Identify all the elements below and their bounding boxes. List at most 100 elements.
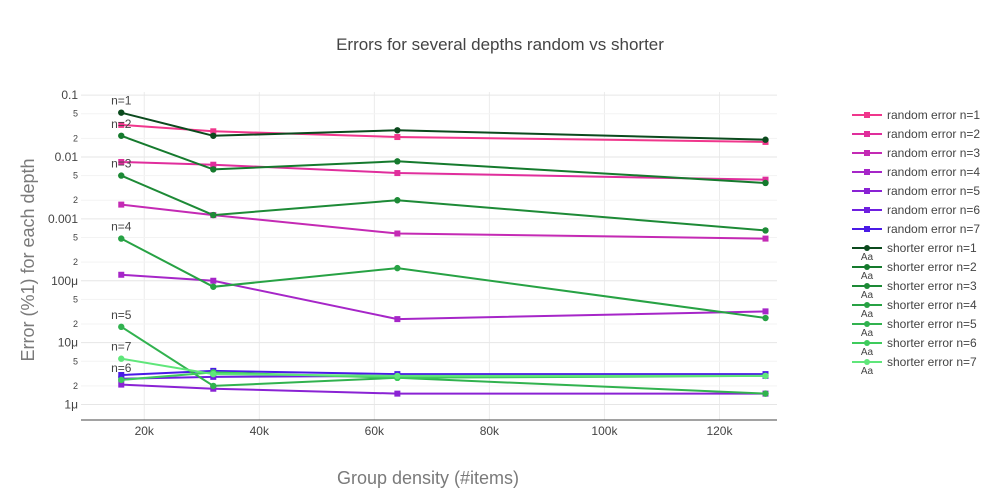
legend-item[interactable]: Aa shorter error n=7 bbox=[852, 355, 977, 377]
y-minor-tick-label: 2 bbox=[73, 381, 78, 391]
data-point-square bbox=[118, 381, 125, 388]
legend-item[interactable]: random error n=5 bbox=[852, 184, 980, 198]
data-point-circle bbox=[762, 314, 769, 322]
legend-text-marker: Aa bbox=[861, 271, 874, 282]
series-random-error-n-4 bbox=[118, 271, 769, 323]
legend-item[interactable]: random error n=7 bbox=[852, 222, 980, 236]
annotation-label: n=4 bbox=[111, 220, 132, 234]
series-line bbox=[121, 161, 766, 181]
annotation-label: n=1 bbox=[111, 94, 132, 108]
series-shorter-error-n-7 bbox=[118, 355, 769, 380]
y-axis-title: Error (%1) for each depth bbox=[18, 158, 38, 361]
series-random-error-n-2 bbox=[118, 158, 769, 183]
legend-marker-square bbox=[864, 207, 870, 213]
y-minor-tick-label: 5 bbox=[73, 356, 78, 366]
data-point-circle bbox=[210, 166, 217, 173]
data-point-square bbox=[394, 316, 401, 323]
annotation-label: n=6 bbox=[111, 361, 132, 375]
legend-item[interactable]: Aa shorter error n=2 bbox=[852, 260, 977, 282]
series-line bbox=[121, 123, 766, 143]
legend-marker-circle bbox=[864, 302, 870, 308]
series-line bbox=[121, 273, 766, 321]
data-point-circle bbox=[210, 132, 217, 139]
legend-text-marker: Aa bbox=[861, 366, 874, 377]
data-point-circle bbox=[118, 109, 125, 116]
y-tick-label: 10μ bbox=[58, 336, 78, 350]
legend-label: random error n=5 bbox=[887, 184, 980, 198]
data-point-circle bbox=[762, 372, 769, 380]
data-point-circle bbox=[762, 227, 769, 234]
legend-label: shorter error n=7 bbox=[887, 355, 977, 369]
legend-marker-circle bbox=[864, 245, 870, 251]
data-point-circle bbox=[394, 127, 401, 134]
y-minor-tick-label: 5 bbox=[73, 232, 78, 242]
legend-text-marker: Aa bbox=[861, 252, 874, 263]
data-point-circle bbox=[394, 264, 401, 272]
y-tick-label: 0.01 bbox=[55, 150, 79, 164]
legend-marker-square bbox=[864, 112, 870, 118]
data-point-square bbox=[394, 230, 401, 237]
plot-axes: 20k 40k 60k 80k 100k 120k 0.1 0.01 0.001 100μ 10μ 1… bbox=[48, 88, 777, 438]
data-point-circle bbox=[118, 132, 125, 139]
data-point-square bbox=[762, 235, 769, 242]
x-tick-label: 120k bbox=[706, 424, 733, 438]
data-point-square bbox=[394, 170, 401, 177]
series-shorter-error-n-1 bbox=[118, 109, 769, 143]
legend-item[interactable]: random error n=6 bbox=[852, 203, 980, 217]
series-shorter-error-n-4 bbox=[118, 235, 769, 322]
plot-annotations: n=1 n=2 n=3 n=4 n=5 n=7 n=6 bbox=[111, 94, 132, 375]
y-minor-tick-label: 2 bbox=[73, 133, 78, 143]
legend-label: shorter error n=4 bbox=[887, 298, 977, 312]
data-point-square bbox=[210, 128, 217, 135]
series-line bbox=[120, 237, 766, 319]
legend-label: random error n=2 bbox=[887, 127, 980, 141]
y-minor-tick-label: 5 bbox=[73, 171, 78, 181]
y-minor-tick-label: 2 bbox=[73, 257, 78, 267]
data-point-circle bbox=[210, 211, 217, 219]
data-point-circle bbox=[118, 172, 125, 179]
series-line bbox=[121, 357, 766, 377]
series-line bbox=[121, 111, 766, 141]
data-point-square bbox=[118, 271, 125, 278]
legend-item[interactable]: Aa shorter error n=5 bbox=[852, 317, 977, 339]
legend-item[interactable]: random error n=2 bbox=[852, 127, 980, 141]
legend-marker-square bbox=[864, 226, 870, 232]
legend-item[interactable]: random error n=3 bbox=[852, 146, 980, 160]
series-line bbox=[120, 174, 766, 232]
series-line bbox=[120, 134, 766, 184]
legend-item[interactable]: Aa shorter error n=3 bbox=[852, 279, 977, 301]
data-point-circle bbox=[210, 283, 217, 290]
legend-marker-circle bbox=[864, 321, 870, 327]
annotation-label: n=3 bbox=[111, 157, 132, 171]
legend-marker-square bbox=[864, 150, 870, 156]
data-point-square bbox=[394, 390, 401, 397]
y-tick-label: 100μ bbox=[51, 274, 78, 288]
data-point-square bbox=[118, 372, 125, 379]
legend-marker-circle bbox=[864, 340, 870, 346]
legend-item[interactable]: random error n=4 bbox=[852, 165, 980, 179]
series-random-error-n-3 bbox=[118, 201, 769, 242]
series-line bbox=[121, 383, 766, 395]
data-point-circle bbox=[762, 136, 769, 143]
legend-label: shorter error n=1 bbox=[887, 241, 977, 255]
y-tick-label: 0.1 bbox=[61, 88, 78, 102]
data-point-square bbox=[118, 158, 125, 165]
legend-marker-circle bbox=[864, 283, 870, 289]
legend-marker-square bbox=[864, 188, 870, 194]
legend-item[interactable]: random error n=1 bbox=[852, 108, 980, 122]
series-line bbox=[120, 325, 766, 395]
series-shorter-error-n-2 bbox=[118, 132, 769, 187]
legend-item[interactable]: Aa shorter error n=6 bbox=[852, 336, 977, 358]
data-point-circle bbox=[762, 179, 769, 187]
legend-item[interactable]: Aa shorter error n=4 bbox=[852, 298, 977, 320]
data-point-circle bbox=[118, 376, 125, 384]
data-point-square bbox=[210, 277, 217, 284]
data-point-circle bbox=[762, 390, 769, 397]
chart-legend[interactable]: random error n=1 random error n=2 random e… bbox=[852, 108, 980, 377]
legend-item[interactable]: Aa shorter error n=1 bbox=[852, 241, 977, 263]
y-minor-tick-label: 5 bbox=[73, 109, 78, 119]
series-random-error-n-1 bbox=[118, 121, 769, 145]
data-point-circle bbox=[210, 382, 217, 390]
x-tick-label: 60k bbox=[365, 424, 385, 438]
y-tick-label: 0.001 bbox=[48, 212, 78, 226]
